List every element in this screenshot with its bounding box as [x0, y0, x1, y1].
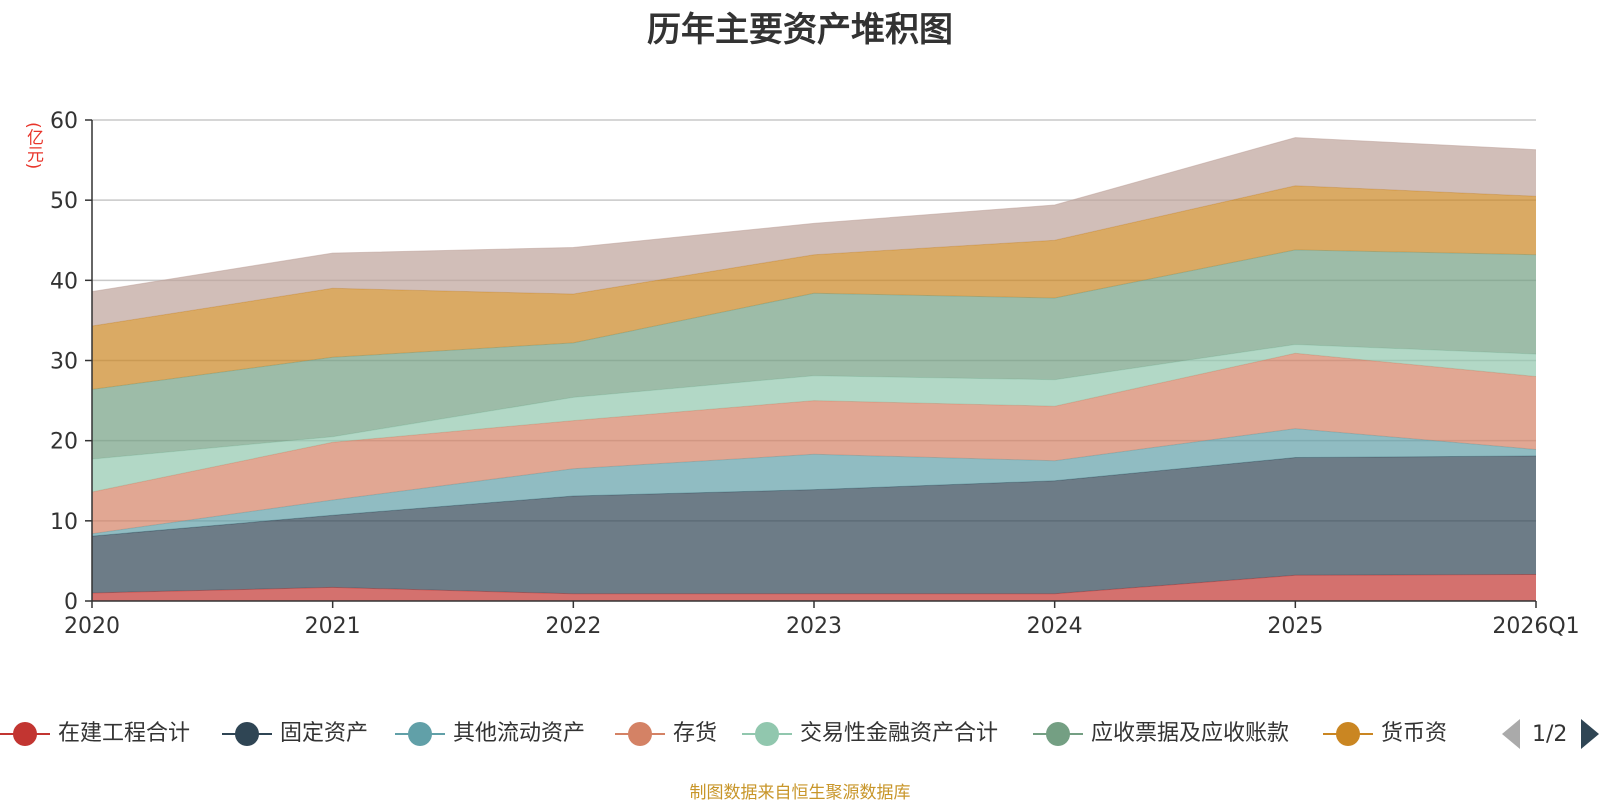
y-tick-label: 0 [64, 590, 78, 615]
legend-label: 货币资 [1381, 721, 1448, 746]
x-tick-label: 2026Q1 [1492, 614, 1579, 639]
y-tick-label: 10 [50, 510, 78, 535]
x-tick-label: 2020 [64, 614, 120, 639]
source-note: 制图数据来自恒生聚源数据库 [689, 783, 911, 803]
legend-marker-icon [1033, 717, 1083, 751]
legend-label: 应收票据及应收账款 [1091, 721, 1290, 746]
y-tick-label: 20 [50, 430, 78, 455]
legend-next-page-icon[interactable] [1581, 719, 1600, 749]
axes [85, 119, 1537, 608]
legend-marker-icon [615, 717, 665, 751]
legend-label: 存货 [673, 721, 718, 746]
x-tick-label: 2021 [305, 614, 361, 639]
series-line [91, 137, 1537, 293]
x-tick-label: 2025 [1267, 614, 1323, 639]
legend-pager: 1/2 [1502, 717, 1600, 751]
area-在建工程合计 [92, 574, 1536, 601]
area-其他流动资产 [92, 428, 1536, 537]
legend-item-fixed-assets[interactable]: 固定资产 [222, 717, 368, 751]
x-tick-label: 2022 [545, 614, 601, 639]
y-axis-unit-label: (亿元) [23, 122, 43, 170]
legend-marker-icon [395, 717, 445, 751]
area-固定资产 [92, 455, 1536, 594]
legend-marker-icon [222, 717, 272, 751]
legend-label: 其他流动资产 [453, 721, 586, 746]
legend-item-cash[interactable]: 货币资 [1323, 717, 1447, 751]
legend-marker-icon [742, 717, 792, 751]
legend-label: 交易性金融资产合计 [800, 721, 999, 746]
area-存货 [92, 353, 1536, 534]
legend: 在建工程合计 固定资产 其他流动资产 存货 交易性金融资产合计 应收票据及应收账… [0, 717, 1600, 751]
legend-label: 固定资产 [280, 721, 369, 746]
legend-item-other-current-assets[interactable]: 其他流动资产 [395, 717, 585, 751]
stacked-areas [91, 137, 1537, 601]
legend-item-receivables[interactable]: 应收票据及应收账款 [1033, 717, 1289, 751]
legend-prev-page-icon[interactable] [1502, 719, 1520, 749]
legend-item-inventory[interactable]: 存货 [615, 717, 717, 751]
legend-item-trading-financial-assets[interactable]: 交易性金融资产合计 [742, 717, 998, 751]
tick-labels: 0 10 20 30 40 50 60 2020 2021 2022 2023 2024 2025 202… [50, 109, 1580, 639]
y-tick-label: 60 [50, 109, 78, 134]
legend-item-construction[interactable]: 在建工程合计 [0, 717, 190, 751]
area-应收票据及应收账款 [92, 249, 1536, 460]
area-交易性金融资产合计 [92, 344, 1536, 492]
legend-marker-icon [1323, 717, 1373, 751]
area-其他 [92, 137, 1536, 326]
chart-title: 历年主要资产堆积图 [647, 10, 953, 50]
area-货币资金 [92, 185, 1536, 390]
y-tick-label: 30 [50, 350, 78, 375]
y-tick-label: 50 [50, 189, 78, 214]
legend-label: 在建工程合计 [58, 721, 191, 746]
x-tick-label: 2023 [786, 614, 842, 639]
area-chart: 0 10 20 30 40 50 60 2020 2021 2022 2023 2024 2025 202… [50, 109, 1580, 639]
legend-marker-icon [0, 717, 50, 751]
y-tick-label: 40 [50, 269, 78, 294]
legend-page-indicator: 1/2 [1532, 721, 1568, 747]
x-tick-label: 2024 [1027, 614, 1083, 639]
